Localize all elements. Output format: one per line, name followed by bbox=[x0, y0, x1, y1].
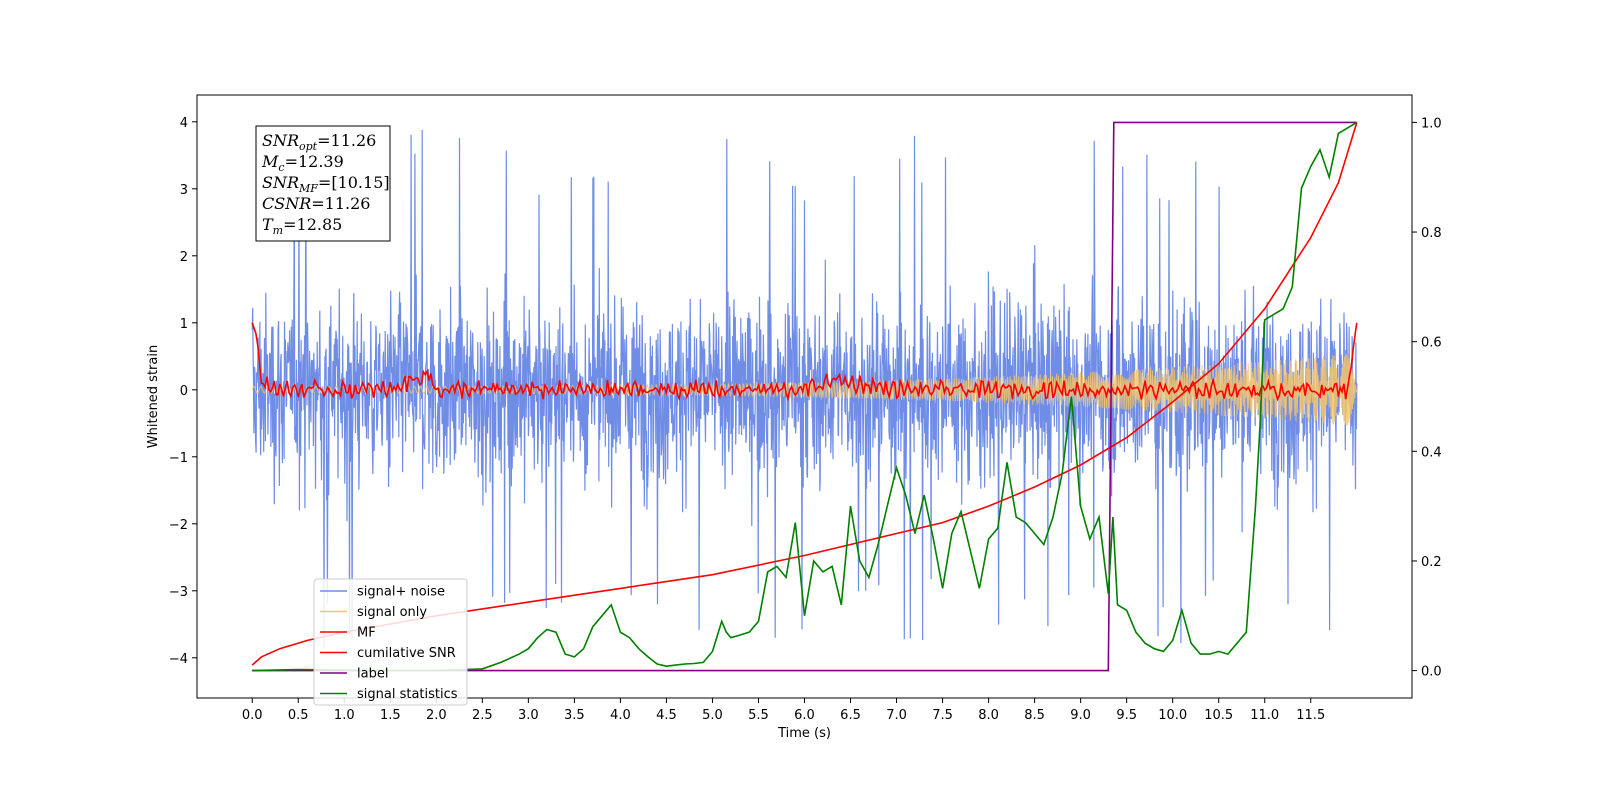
y-right-tick-label: 0.2 bbox=[1421, 555, 1442, 570]
annotation-symbol: T bbox=[262, 215, 274, 234]
x-tick-label: 9.5 bbox=[1116, 708, 1137, 723]
x-tick-label: 7.0 bbox=[886, 708, 907, 723]
annotation-value: =11.26 bbox=[311, 194, 370, 213]
legend-label: signal statistics bbox=[357, 687, 458, 702]
x-tick-label: 9.0 bbox=[1070, 708, 1091, 723]
y-right-tick-label: 0.0 bbox=[1421, 665, 1442, 680]
x-tick-label: 0.5 bbox=[288, 708, 309, 723]
x-tick-label: 6.0 bbox=[794, 708, 815, 723]
legend-label: cumilative SNR bbox=[357, 646, 456, 661]
annotation-subscript: m bbox=[273, 224, 283, 237]
y-right-tick-label: 0.4 bbox=[1421, 445, 1442, 460]
x-tick-label: 11.5 bbox=[1296, 708, 1325, 723]
x-axis-title: Time (s) bbox=[777, 726, 831, 741]
series-signal-noise bbox=[251, 129, 1358, 649]
series-signal-statistics bbox=[252, 121, 1358, 672]
y-left-tick-label: 0 bbox=[180, 384, 188, 399]
annotation-symbol: SNR bbox=[262, 131, 299, 150]
x-tick-label: 4.0 bbox=[610, 708, 631, 723]
x-axis: 0.0 0.5 1.0 1.5 2.0 2.5 3.0 3.5 4.0 4.5 5.0 5.5 6.0 6… bbox=[242, 698, 1325, 723]
x-tick-label: 2.5 bbox=[472, 708, 493, 723]
legend-label: signal only bbox=[357, 605, 427, 620]
series-label bbox=[252, 121, 1357, 672]
x-tick-label: 4.5 bbox=[656, 708, 677, 723]
left-y-axis: −4 −3 −2 −1 0 1 2 3 4 bbox=[169, 116, 197, 667]
annotation-line: CSNR=11.26 bbox=[262, 194, 370, 213]
annotation-value: =12.39 bbox=[285, 152, 344, 171]
annotation-line: Tm=12.85 bbox=[262, 215, 342, 237]
x-tick-label: 8.0 bbox=[978, 708, 999, 723]
annotation-value: =12.85 bbox=[283, 215, 342, 234]
x-tick-label: 6.5 bbox=[840, 708, 861, 723]
x-tick-label: 10.5 bbox=[1204, 708, 1233, 723]
y-left-tick-label: 4 bbox=[180, 116, 188, 131]
annotation-subscript: MF bbox=[298, 182, 318, 195]
x-tick-label: 2.0 bbox=[426, 708, 447, 723]
legend-label: signal+ noise bbox=[357, 585, 445, 600]
left-y-axis-title: Whitened strain bbox=[146, 345, 161, 448]
annotation-symbol: CSNR bbox=[262, 194, 311, 213]
y-right-tick-label: 0.8 bbox=[1421, 226, 1442, 241]
x-tick-label: 7.5 bbox=[932, 708, 953, 723]
series-mf bbox=[251, 322, 1358, 402]
x-tick-label: 11.0 bbox=[1250, 708, 1279, 723]
annotation-line: SNRMF=[10.15] bbox=[262, 173, 390, 195]
x-tick-label: 3.0 bbox=[518, 708, 539, 723]
legend: signal+ noise signal only MF cumilative SNR… bbox=[313, 578, 468, 706]
x-tick-label: 8.5 bbox=[1024, 708, 1045, 723]
series-signal-only bbox=[251, 353, 1358, 426]
annotation-line: Mc=12.39 bbox=[261, 152, 344, 174]
annotation-symbol: M bbox=[261, 152, 279, 171]
x-tick-label: 5.5 bbox=[748, 708, 769, 723]
y-left-tick-label: 3 bbox=[180, 183, 188, 198]
annotation-symbol: SNR bbox=[262, 173, 299, 192]
annotation-box-frame bbox=[255, 125, 391, 242]
legend-frame bbox=[313, 578, 468, 706]
y-right-tick-label: 0.6 bbox=[1421, 336, 1442, 351]
x-tick-label: 5.0 bbox=[702, 708, 723, 723]
annotation-subscript: c bbox=[278, 161, 284, 174]
y-left-tick-label: −3 bbox=[169, 585, 188, 600]
x-tick-label: 10.0 bbox=[1158, 708, 1187, 723]
annotation-box: SNRopt=11.26Mc=12.39SNRMF=[10.15]CSNR=11… bbox=[255, 125, 391, 242]
x-tick-label: 0.0 bbox=[242, 708, 263, 723]
y-left-tick-label: −2 bbox=[169, 518, 188, 533]
right-y-axis: 0.0 0.2 0.4 0.6 0.8 1.0 bbox=[1412, 116, 1442, 680]
annotation-value: =[10.15] bbox=[318, 173, 390, 192]
y-left-tick-label: 1 bbox=[180, 317, 188, 332]
x-tick-label: 3.5 bbox=[564, 708, 585, 723]
y-left-tick-label: −4 bbox=[169, 652, 188, 667]
y-right-tick-label: 1.0 bbox=[1421, 116, 1442, 131]
annotation-value: =11.26 bbox=[317, 131, 376, 150]
x-tick-label: 1.5 bbox=[380, 708, 401, 723]
annotation-subscript: opt bbox=[299, 140, 318, 153]
legend-label: MF bbox=[357, 626, 376, 641]
x-tick-label: 1.0 bbox=[334, 708, 355, 723]
y-left-tick-label: −1 bbox=[169, 451, 188, 466]
legend-label: label bbox=[357, 667, 388, 682]
y-left-tick-label: 2 bbox=[180, 250, 188, 265]
annotation-line: SNRopt=11.26 bbox=[262, 131, 376, 153]
